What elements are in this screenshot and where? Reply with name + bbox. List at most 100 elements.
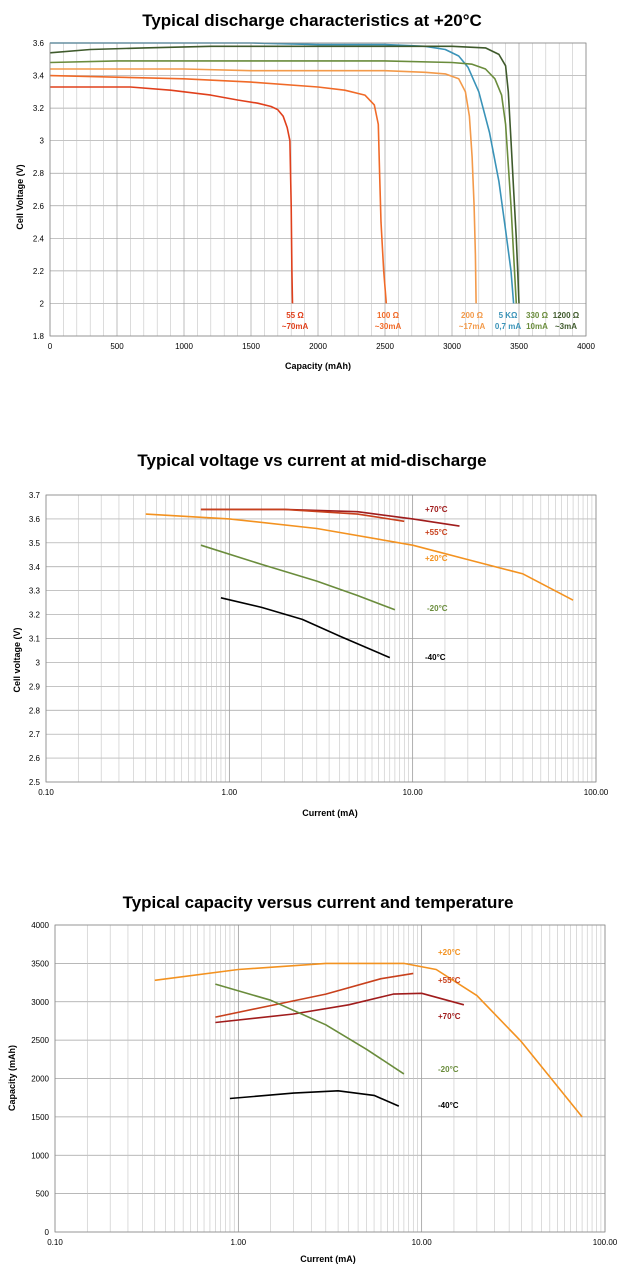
capacity-current-x-axis-label: Current (mA) (300, 1254, 356, 1264)
y-tick-label: 2.8 (29, 706, 41, 715)
y-tick-label: 2.4 (33, 234, 45, 243)
series-label-40-c: -40°C (425, 653, 446, 662)
series-label-100-30ma: 100 Ω ~30mA (375, 311, 402, 331)
y-tick-label: 0 (45, 1228, 50, 1237)
voltage-current-chart-title: Typical voltage vs current at mid-discha… (137, 451, 486, 470)
series-label-55-70ma: 55 Ω ~70mA (282, 311, 309, 331)
capacity-current-tick-labels: 0 500 1000 1500 2000 2500 3000 3500 4000 0.10 1.00… (31, 921, 618, 1247)
y-tick-label: 2.8 (33, 169, 45, 178)
y-tick-label: 2.2 (33, 267, 45, 276)
series-label-200-17ma: 200 Ω ~17mA (459, 311, 486, 331)
x-tick-label: 0.10 (47, 1238, 63, 1247)
y-tick-label: 3 (40, 137, 45, 146)
voltage-current-tick-labels: 2.5 2.6 2.7 2.8 2.9 3 3.1 3.2 3.3 3.4 3.5 3.6 3.7 0.1… (29, 491, 609, 797)
x-tick-label: 2500 (376, 342, 394, 351)
y-tick-label: 2.6 (33, 202, 45, 211)
series-line-55-c (200, 508, 405, 523)
y-tick-label: 3.3 (29, 587, 41, 596)
y-tick-label: 2000 (31, 1075, 49, 1084)
capacity-current-chart-title: Typical capacity versus current and temp… (123, 893, 514, 912)
series-line-1200-3ma (49, 45, 520, 304)
voltage-current-chart-svg: Typical voltage vs current at mid-discha… (12, 451, 609, 818)
discharge-chart: Typical discharge characteristics at +20… (0, 0, 625, 385)
y-tick-label: 1500 (31, 1113, 49, 1122)
y-tick-label: 1.8 (33, 332, 45, 341)
series-line-40-c (220, 597, 391, 659)
y-tick-label: 3.6 (33, 39, 45, 48)
capacity-current-y-axis-label: Capacity (mAh) (7, 1045, 17, 1111)
series-label-20-c: +20°C (438, 948, 461, 957)
series-label-330-10ma: 330 Ω 10mA (526, 311, 549, 331)
discharge-chart-svg: Typical discharge characteristics at +20… (15, 11, 596, 371)
capacity-current-series (154, 962, 583, 1118)
x-tick-label: 1.00 (231, 1238, 247, 1247)
series-label-20-c: -20°C (438, 1065, 459, 1074)
y-tick-label: 3.1 (29, 635, 41, 644)
y-tick-label: 3500 (31, 959, 49, 968)
discharge-x-axis-label: Capacity (mAh) (285, 361, 351, 371)
x-tick-label: 100.00 (593, 1238, 618, 1247)
series-line-200-17ma (50, 68, 477, 304)
discharge-series-labels: 55 Ω ~70mA 100 Ω ~30mA 200 Ω ~17mA 5 KΩ 0,7 mA3… (282, 311, 580, 331)
discharge-grid (49, 42, 587, 337)
y-tick-label: 3.2 (33, 104, 45, 113)
y-tick-label: 2.5 (29, 778, 41, 787)
capacity-current-plot-frame (54, 924, 606, 1233)
capacity-current-chart: Typical capacity versus current and temp… (0, 878, 625, 1268)
series-line-20-c (215, 983, 405, 1075)
y-tick-label: 3 (36, 658, 41, 667)
x-tick-label: 4000 (577, 342, 595, 351)
y-tick-label: 2.6 (29, 754, 41, 763)
x-tick-label: 2000 (309, 342, 327, 351)
capacity-current-chart-svg: Typical capacity versus current and temp… (7, 893, 618, 1264)
voltage-current-series-labels: +70°C +55°C +20°C -20°C -40°C (425, 505, 448, 662)
x-tick-label: 10.00 (403, 788, 424, 797)
series-line-20-c (145, 513, 574, 601)
capacity-current-series-labels: +20°C +55°C +70°C -20°C -40°C (438, 948, 461, 1110)
x-tick-label: 3500 (510, 342, 528, 351)
voltage-current-series (145, 508, 574, 659)
voltage-current-grid (45, 494, 597, 783)
series-label-70-c: +70°C (438, 1012, 461, 1021)
discharge-tick-labels: 1.8 2 2.2 2.4 2.6 2.8 3 3.2 3.4 3.6 0 500 1000 1500 20… (33, 39, 596, 351)
y-tick-label: 2.9 (29, 682, 41, 691)
y-tick-label: 4000 (31, 921, 49, 930)
y-tick-label: 3.4 (29, 563, 41, 572)
y-tick-label: 3.6 (29, 515, 41, 524)
series-label-5-k-0-7-ma: 5 KΩ 0,7 mA (495, 311, 521, 331)
x-tick-label: 1.00 (222, 788, 238, 797)
series-line-40-c (229, 1090, 400, 1107)
voltage-current-plot-frame (45, 494, 597, 783)
series-line-20-c (200, 544, 396, 611)
x-tick-label: 1000 (175, 342, 193, 351)
y-tick-label: 500 (36, 1190, 50, 1199)
y-tick-label: 3.5 (29, 539, 41, 548)
series-line-55-70ma (50, 86, 294, 304)
y-tick-label: 1000 (31, 1151, 49, 1160)
voltage-current-chart: Typical voltage vs current at mid-discha… (0, 440, 625, 840)
y-tick-label: 2500 (31, 1036, 49, 1045)
x-tick-label: 10.00 (412, 1238, 433, 1247)
discharge-y-axis-label: Cell Voltage (V) (15, 164, 25, 229)
y-tick-label: 3000 (31, 998, 49, 1007)
series-label-1200-3ma: 1200 Ω ~3mA (553, 311, 580, 331)
x-tick-label: 0 (48, 342, 53, 351)
x-tick-label: 500 (110, 342, 124, 351)
series-line-330-10ma (49, 60, 518, 304)
series-line-20-c (154, 962, 583, 1118)
series-line-70-c (215, 992, 465, 1024)
x-tick-label: 3000 (443, 342, 461, 351)
y-tick-label: 3.2 (29, 611, 41, 620)
series-line-55-c (215, 972, 414, 1018)
y-tick-label: 2.7 (29, 730, 41, 739)
y-tick-label: 2 (40, 299, 45, 308)
voltage-current-x-axis-label: Current (mA) (302, 808, 358, 818)
x-tick-label: 100.00 (584, 788, 609, 797)
series-label-55-c: +55°C (438, 976, 461, 985)
series-label-40-c: -40°C (438, 1101, 459, 1110)
capacity-current-grid (54, 924, 606, 1233)
series-label-20-c: -20°C (427, 604, 448, 613)
series-label-70-c: +70°C (425, 505, 448, 514)
y-tick-label: 3.7 (29, 491, 41, 500)
series-line-100-30ma (49, 74, 388, 304)
